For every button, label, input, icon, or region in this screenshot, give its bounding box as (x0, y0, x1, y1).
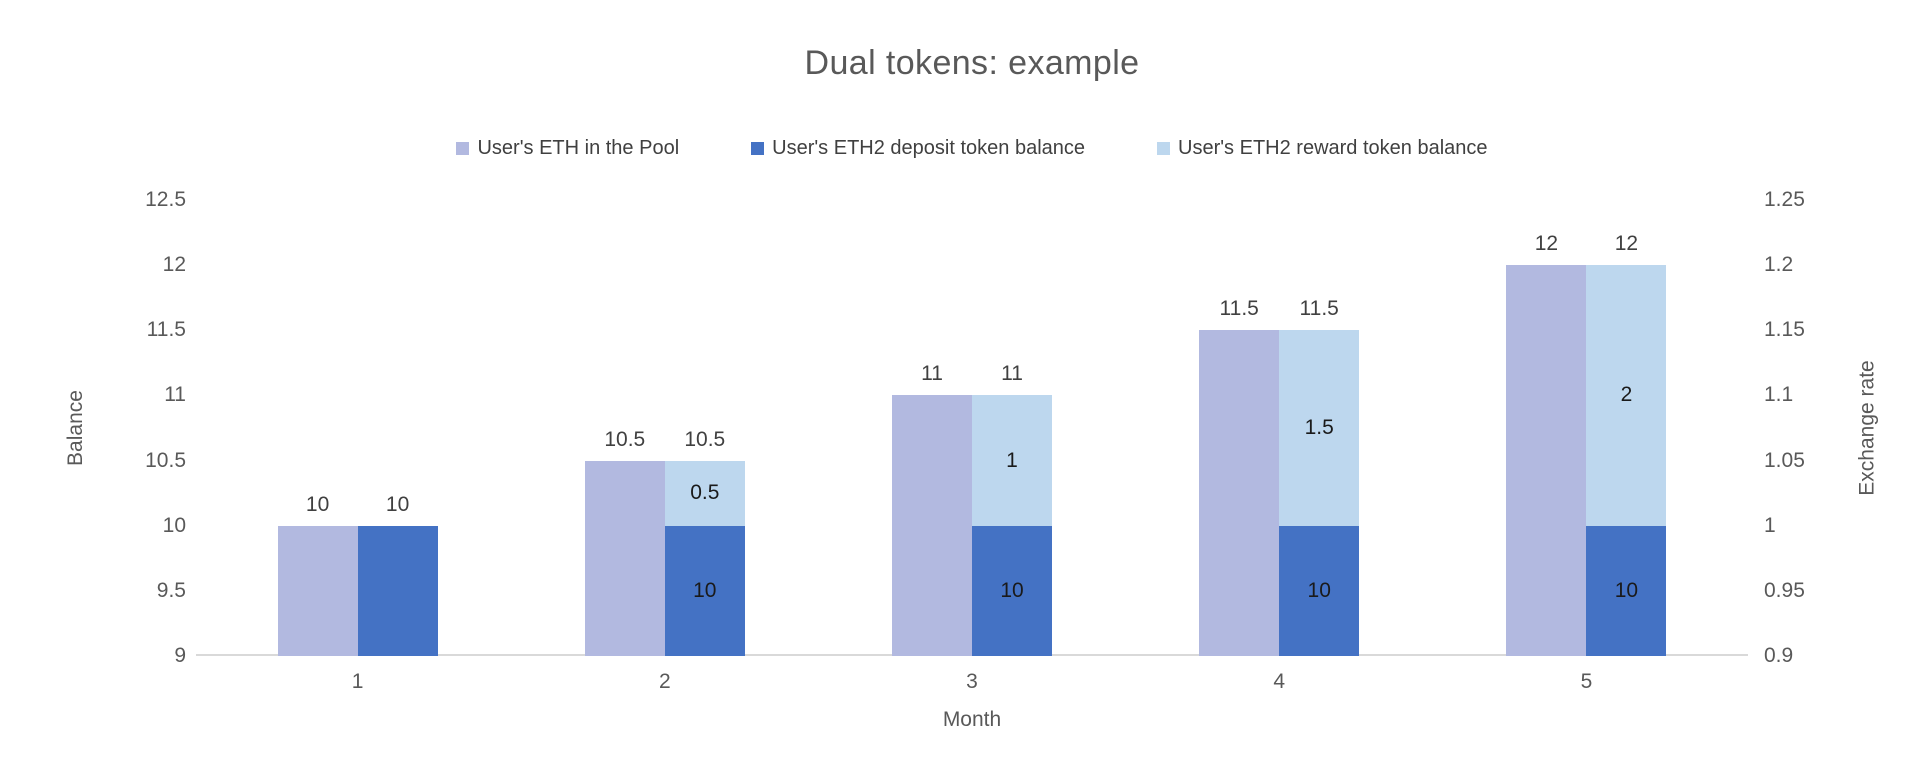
x-axis-title-row: Month (52, 708, 1892, 732)
left-axis-title-text: Balance (64, 390, 88, 466)
right-axis-tick: 1.2 (1764, 253, 1794, 277)
right-axis-tick: 1.1 (1764, 383, 1794, 407)
right-axis-title: Exchange rate (1844, 200, 1892, 656)
x-axis-labels-row: 1 2 3 4 5 (52, 670, 1892, 696)
bar-group-month-3: 11 11 1 10 (818, 362, 1125, 656)
bar-eth2-stack: 10 (357, 493, 438, 656)
left-axis-title: Balance (52, 200, 100, 656)
plot-region: Balance 12.5 12 11.5 11 10.5 10 9.5 9 10 10 10.5 1… (52, 188, 1892, 667)
bar-group-month-1: 10 10 (204, 493, 511, 656)
x-axis-label: 5 (1580, 670, 1593, 693)
legend-label: User's ETH2 reward token balance (1178, 137, 1488, 159)
bar-value-label: 10 (305, 492, 330, 516)
bar-value-label: 10 (385, 492, 410, 516)
legend-item-2: User's ETH2 reward token balance (1157, 137, 1488, 160)
x-axis-title: Month (942, 708, 1002, 731)
x-axis-left-spacer (52, 670, 204, 696)
segment-deposit-token: 10 (1586, 525, 1667, 656)
right-axis-tick: 1 (1764, 513, 1776, 537)
segment-reward-token: 0.5 (664, 460, 745, 526)
legend-marker-icon (456, 142, 470, 155)
left-axis-tick: 9 (174, 644, 186, 667)
legend-label: User's ETH in the Pool (477, 137, 680, 159)
segment-deposit-token: 10 (972, 525, 1052, 656)
right-axis-tick: 0.95 (1764, 578, 1805, 602)
plot-area: 10 10 10.5 10.5 0.5 10 11 11 1 10 11.5 11.5 1.5 10 12 1… (196, 200, 1748, 656)
chart-title: Dual tokens: example (804, 44, 1140, 82)
segment-deposit-token: 10 (1279, 525, 1360, 656)
bar-value-label: 11.5 (1219, 297, 1259, 321)
legend-item-1: User's ETH2 deposit token balance (751, 137, 1085, 160)
legend-label: User's ETH2 deposit token balance (772, 137, 1086, 159)
x-title-right-spacer (1740, 708, 1892, 732)
right-axis-title-text: Exchange rate (1856, 360, 1879, 496)
bar-eth-in-pool: 10.5 (584, 428, 665, 656)
segment-reward-token: 1 (972, 395, 1052, 526)
x-axis-label: 4 (1273, 670, 1286, 693)
segment-deposit-token: 10 (664, 525, 745, 656)
right-axis-tick: 1.25 (1764, 188, 1805, 211)
bar-value-label: 10.5 (684, 427, 726, 451)
left-axis-tick: 11 (164, 383, 186, 407)
x-axis-label: 2 (658, 670, 671, 693)
bar-eth2-stack: 12 2 10 (1586, 232, 1667, 656)
segment-reward-token: 2 (1586, 265, 1667, 526)
bar-eth-in-pool: 10 (277, 493, 358, 656)
right-axis-ticks: 1.25 1.2 1.15 1.1 1.05 1 0.95 0.9 (1740, 188, 1844, 667)
bar-value-label: 11 (1001, 362, 1023, 386)
left-axis-tick: 12.5 (145, 188, 186, 211)
bar-eth2-stack: 11.5 1.5 10 (1279, 297, 1360, 656)
segment-reward-token: 1.5 (1279, 330, 1360, 526)
legend: User's ETH in the Pool User's ETH2 deposi… (52, 137, 1892, 160)
legend-marker-icon (751, 142, 765, 155)
right-axis-tick: 0.9 (1764, 644, 1794, 667)
x-axis-label: 3 (966, 670, 978, 693)
bar-eth-in-pool: 11 (892, 362, 972, 656)
bar-group-month-4: 11.5 11.5 1.5 10 (1126, 297, 1433, 656)
bar-eth-in-pool: 11.5 (1199, 297, 1280, 656)
bar-group-month-2: 10.5 10.5 0.5 10 (511, 428, 818, 656)
bar-value-label: 12 (1614, 232, 1639, 256)
legend-marker-icon (1157, 142, 1171, 155)
left-axis-tick: 10 (162, 513, 186, 537)
right-axis-tick: 1.15 (1764, 318, 1805, 342)
x-axis-label: 1 (351, 670, 364, 693)
bar-value-label: 12 (1534, 232, 1559, 256)
bar-value-label: 11.5 (1299, 297, 1339, 321)
x-title-left-spacer (52, 708, 204, 732)
right-axis-tick: 1.05 (1764, 448, 1805, 472)
left-axis-ticks: 12.5 12 11.5 11 10.5 10 9.5 9 (100, 188, 204, 667)
bar-eth2-stack: 10.5 0.5 10 (664, 428, 745, 656)
left-axis-tick: 9.5 (156, 578, 186, 602)
left-axis-tick: 11.5 (146, 318, 186, 342)
bar-value-label: 11 (921, 362, 943, 386)
bar-eth2-stack: 11 1 10 (972, 362, 1052, 656)
x-axis-right-spacer (1740, 670, 1892, 696)
x-axis-labels: 1 2 3 4 5 (204, 670, 1740, 696)
left-axis-tick: 10.5 (145, 448, 186, 472)
bar-group-month-5: 12 12 2 10 (1433, 232, 1740, 656)
left-axis-tick: 12 (162, 253, 186, 277)
bar-value-label: 10.5 (604, 427, 646, 451)
bar-eth-in-pool: 12 (1506, 232, 1587, 656)
segment-deposit-token (357, 525, 438, 656)
legend-item-0: User's ETH in the Pool (456, 137, 679, 160)
